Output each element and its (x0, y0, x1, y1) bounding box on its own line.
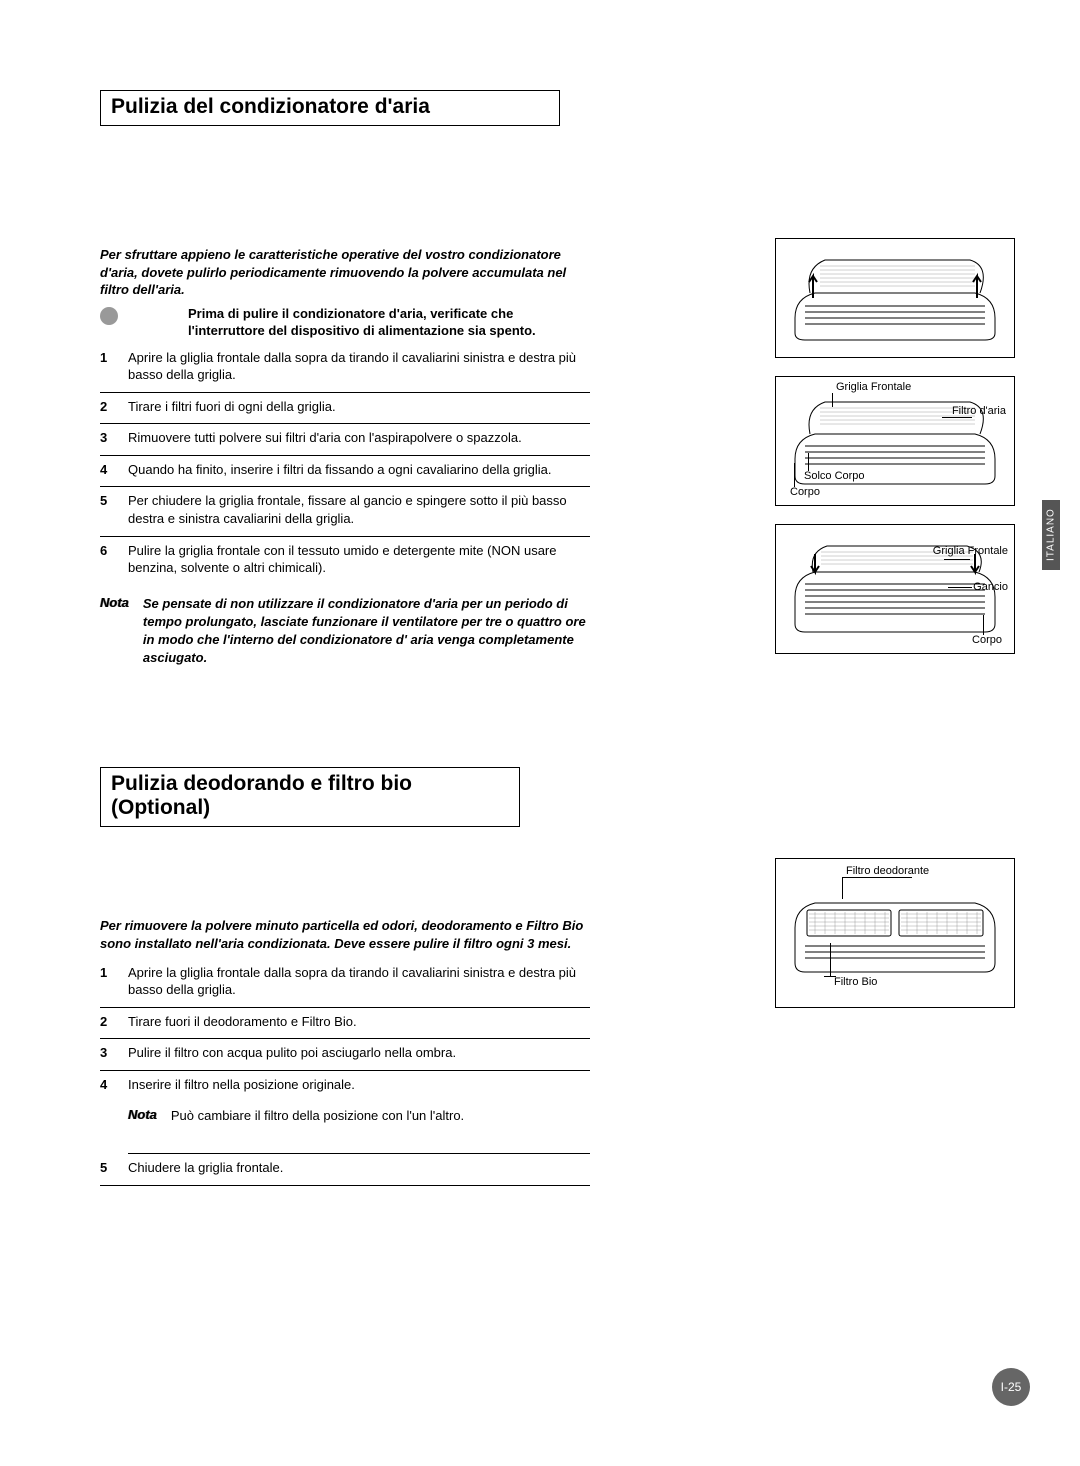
label-line (808, 453, 809, 471)
step-num: 2 (100, 398, 116, 416)
step-text: Pulire il filtro con acqua pulito poi as… (128, 1044, 590, 1062)
label-griglia-frontale: Griglia Frontale (836, 381, 911, 394)
step-item: 2 Tirare i filtri fuori di ogni della gri… (100, 393, 590, 425)
step-text: Tirare i filtri fuori di ogni della grig… (128, 398, 590, 416)
step-num: 6 (100, 542, 116, 577)
figure-open-grill (775, 238, 1015, 358)
label-corpo-2: Corpo (972, 634, 1002, 647)
step-num: 3 (100, 1044, 116, 1062)
step-num: 4 (100, 1076, 116, 1094)
section1-title: Pulizia del condizionatore d'aria (111, 95, 549, 119)
label-line (830, 943, 831, 977)
section1-intro: Per sfruttare appieno le caratteristiche… (100, 246, 590, 299)
step-num: 5 (100, 1159, 116, 1177)
step-item: 5 Per chiudere la griglia frontale, fissa… (100, 487, 590, 536)
section2-steps-cont: 5 Chiudere la griglia frontale. (100, 1154, 590, 1186)
label-gancio: Gancio (973, 581, 1008, 594)
step-num: 2 (100, 1013, 116, 1031)
step-text: Aprire la gliglia frontale dalla sopra d… (128, 964, 590, 999)
figure-hook: Griglia Frontale Gancio Corpo (775, 524, 1015, 654)
section2-steps: 1 Aprire la gliglia frontale dalla sopra … (100, 959, 590, 1102)
nota-inline: Nota Può cambiare il filtro della posizi… (128, 1107, 590, 1154)
label-solco-corpo: Solco Corpo (804, 470, 865, 483)
step-item: 3 Pulire il filtro con acqua pulito poi a… (100, 1039, 590, 1071)
label-filtro-bio: Filtro Bio (834, 976, 877, 989)
step-text: Rimuovere tutti polvere sui filtri d'ari… (128, 429, 590, 447)
section1-title-box: Pulizia del condizionatore d'aria (100, 90, 560, 126)
warning-icon (100, 307, 118, 325)
step-num: 1 (100, 349, 116, 384)
section2-title-box: Pulizia deodorando e filtro bio (Optiona… (100, 767, 520, 827)
step-num: 4 (100, 461, 116, 479)
section1-content: Per sfruttare appieno le caratteristiche… (100, 246, 590, 667)
label-line (824, 976, 836, 977)
label-line (842, 877, 843, 899)
manual-page: Pulizia del condizionatore d'aria Per sf… (0, 0, 1080, 1466)
step-num: 1 (100, 964, 116, 999)
section2-title: Pulizia deodorando e filtro bio (Optiona… (111, 772, 509, 820)
section1-steps: 1 Aprire la gliglia frontale dalla sopra … (100, 344, 590, 585)
step-text: Pulire la griglia frontale con il tessut… (128, 542, 590, 577)
label-line (944, 559, 970, 560)
nota-text: Se pensate di non utilizzare il condizio… (143, 595, 590, 668)
step-num: 3 (100, 429, 116, 447)
step-item: 4 Inserire il filtro nella posizione orig… (100, 1071, 590, 1102)
step-text: Chiudere la griglia frontale. (128, 1159, 590, 1177)
label-line (942, 417, 972, 418)
label-griglia-frontale-2: Griglia Frontale (933, 545, 1008, 558)
step-item: 3 Rimuovere tutti polvere sui filtri d'ar… (100, 424, 590, 456)
step-item: 2 Tirare fuori il deodoramento e Filtro B… (100, 1008, 590, 1040)
step-item: 1 Aprire la gliglia frontale dalla sopra … (100, 344, 590, 393)
label-line (842, 877, 912, 878)
label-corpo: Corpo (790, 486, 820, 499)
section2-intro: Per rimuovere la polvere minuto particel… (100, 917, 590, 952)
nota-label-2: Nota (128, 1107, 157, 1125)
nota-label: Nota (100, 595, 129, 668)
step-item: 5 Chiudere la griglia frontale. (100, 1154, 590, 1186)
step-text: Per chiudere la griglia frontale, fissar… (128, 492, 590, 527)
page-number-badge: I-25 (992, 1368, 1030, 1406)
warning-row: Prima di pulire il condizionatore d'aria… (100, 305, 590, 340)
section2-content: Per rimuovere la polvere minuto particel… (100, 917, 590, 1186)
figures-col-1: Griglia Frontale Filtro d'aria Solco Cor… (775, 238, 1015, 672)
figure-filters: Filtro deodorante Filtro Bio (775, 858, 1015, 1008)
figures-col-2: Filtro deodorante Filtro Bio (775, 858, 1015, 1026)
step-item: 6 Pulire la griglia frontale con il tessu… (100, 537, 590, 585)
nota-inline-text: Può cambiare il filtro della posizione c… (171, 1107, 464, 1125)
step-item: 4 Quando ha finito, inserire i filtri da … (100, 456, 590, 488)
ac-unit-open-svg (785, 248, 1005, 348)
step-text: Quando ha finito, inserire i filtri da f… (128, 461, 590, 479)
label-line (794, 463, 795, 487)
label-line (832, 393, 833, 407)
figure-parts: Griglia Frontale Filtro d'aria Solco Cor… (775, 376, 1015, 506)
step-text: Inserire il filtro nella posizione origi… (128, 1076, 590, 1094)
step-item: 1 Aprire la gliglia frontale dalla sopra … (100, 959, 590, 1008)
step-text: Aprire la gliglia frontale dalla sopra d… (128, 349, 590, 384)
language-tab: ITALIANO (1042, 500, 1060, 570)
label-line (983, 615, 984, 635)
step-num: 5 (100, 492, 116, 527)
warning-text: Prima di pulire il condizionatore d'aria… (188, 305, 590, 340)
nota-block: Nota Se pensate di non utilizzare il con… (100, 595, 590, 668)
label-line (948, 587, 972, 588)
ac-unit-filters-svg (785, 868, 1005, 998)
step-text: Tirare fuori il deodoramento e Filtro Bi… (128, 1013, 590, 1031)
